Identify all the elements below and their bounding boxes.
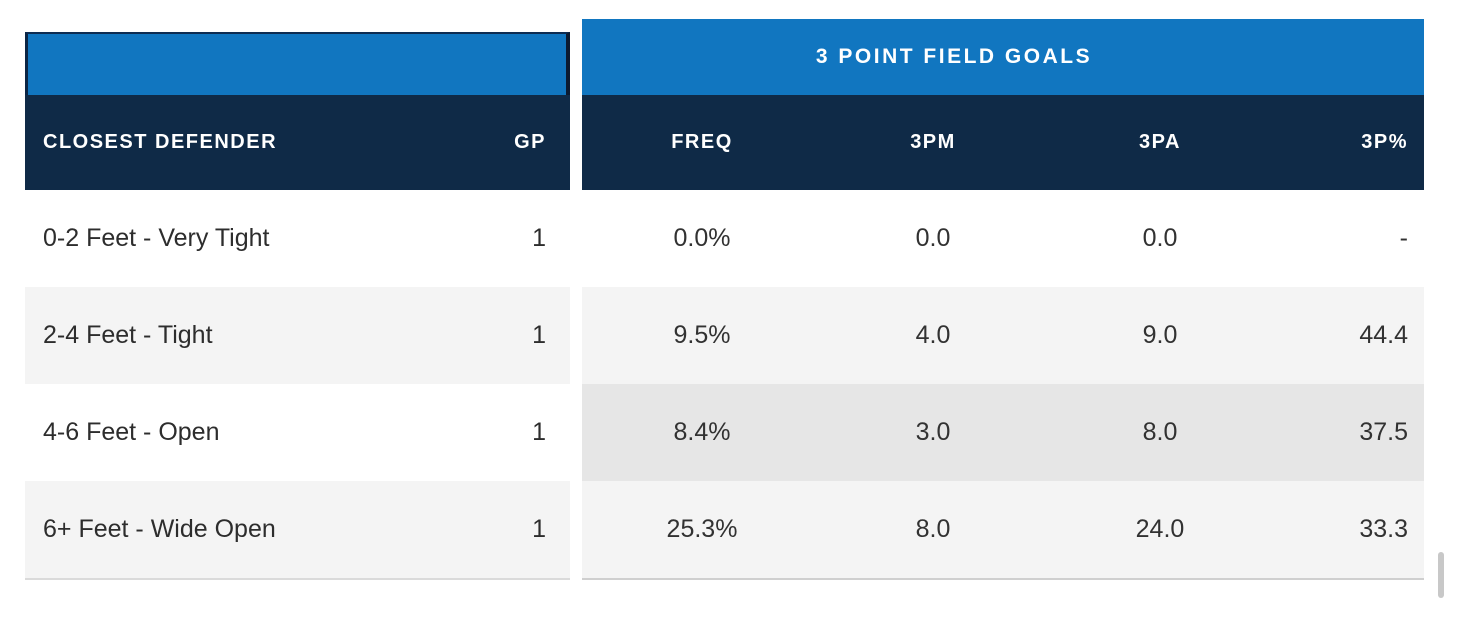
- table-row: 0.0% 0.0 0.0 -: [582, 190, 1424, 287]
- column-header-3pa[interactable]: 3PA: [1139, 131, 1181, 153]
- table-row: 25.3% 8.0 24.0 33.3: [582, 481, 1424, 578]
- table-row: 4-6 Feet - Open 1: [25, 384, 570, 481]
- defender-range-label: 6+ Feet - Wide Open: [43, 515, 276, 543]
- closest-defender-table: CLOSEST DEFENDER GP 0-2 Feet - Very Tigh…: [25, 32, 570, 580]
- 3pm-value: 4.0: [915, 321, 951, 349]
- freq-value: 9.5%: [673, 321, 731, 349]
- 3pm-value: 0.0: [915, 224, 951, 252]
- group-header-title: 3 POINT FIELD GOALS: [815, 45, 1093, 68]
- defender-range-label: 0-2 Feet - Very Tight: [43, 224, 270, 252]
- stat-column-header-row: FREQ 3PM 3PA 3P%: [582, 95, 1424, 190]
- defender-range-label: 4-6 Feet - Open: [43, 418, 220, 446]
- column-header-gp[interactable]: GP: [514, 131, 546, 153]
- table-row: 0-2 Feet - Very Tight 1: [25, 190, 570, 287]
- gp-value: 1: [532, 418, 546, 446]
- vertical-scrollbar-thumb[interactable]: [1438, 552, 1444, 598]
- column-header-3p-pct[interactable]: 3P%: [1361, 131, 1408, 153]
- 3pa-value: 9.0: [1142, 321, 1178, 349]
- gp-value: 1: [532, 515, 546, 543]
- gp-value: 1: [532, 224, 546, 252]
- 3pa-value: 0.0: [1142, 224, 1178, 252]
- freq-value: 8.4%: [673, 418, 731, 446]
- 3pm-value: 8.0: [915, 515, 951, 543]
- freq-value: 25.3%: [666, 515, 738, 543]
- freq-value: 0.0%: [673, 224, 731, 252]
- column-header-closest-defender[interactable]: CLOSEST DEFENDER: [43, 131, 278, 153]
- left-group-header-band: [25, 32, 570, 95]
- group-header-band: 3 POINT FIELD GOALS: [582, 19, 1424, 95]
- 3p-pct-value: 33.3: [1359, 515, 1408, 543]
- defender-range-label: 2-4 Feet - Tight: [43, 321, 213, 349]
- 3p-pct-value: 37.5: [1359, 418, 1408, 446]
- table-row: 8.4% 3.0 8.0 37.5: [582, 384, 1424, 481]
- column-header-freq[interactable]: FREQ: [671, 131, 733, 153]
- 3p-pct-value: -: [1399, 224, 1408, 252]
- left-column-header-row: CLOSEST DEFENDER GP: [25, 95, 570, 190]
- 3pa-value: 8.0: [1142, 418, 1178, 446]
- table-row: 2-4 Feet - Tight 1: [25, 287, 570, 384]
- 3pm-value: 3.0: [915, 418, 951, 446]
- 3pa-value: 24.0: [1135, 515, 1185, 543]
- table-row: 6+ Feet - Wide Open 1: [25, 481, 570, 578]
- gp-value: 1: [532, 321, 546, 349]
- 3p-pct-value: 44.4: [1359, 321, 1408, 349]
- three-point-field-goals-table: 3 POINT FIELD GOALS FREQ 3PM 3PA 3P% 0.0…: [582, 19, 1424, 580]
- table-row: 9.5% 4.0 9.0 44.4: [582, 287, 1424, 384]
- column-header-3pm[interactable]: 3PM: [910, 131, 956, 153]
